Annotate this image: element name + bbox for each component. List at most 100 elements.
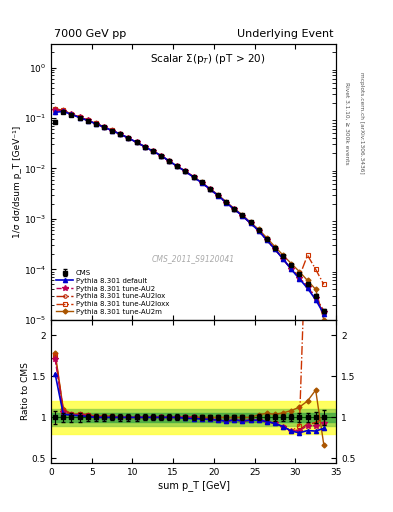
Pythia 8.301 tune-AU2lox bbox=[313, 294, 318, 300]
Pythia 8.301 tune-AU2lox bbox=[175, 163, 180, 169]
Pythia 8.301 tune-AU2m bbox=[216, 191, 220, 198]
Pythia 8.301 default bbox=[248, 220, 253, 226]
Pythia 8.301 tune-AU2 bbox=[167, 158, 171, 164]
Pythia 8.301 tune-AU2m bbox=[69, 111, 74, 117]
Pythia 8.301 tune-AU2lox bbox=[321, 308, 326, 314]
Pythia 8.301 tune-AU2m bbox=[134, 139, 139, 145]
Pythia 8.301 tune-AU2lox bbox=[142, 143, 147, 150]
Pythia 8.301 tune-AU2m bbox=[61, 107, 66, 113]
Text: Scalar $\Sigma$(p$_T$) (pT > 20): Scalar $\Sigma$(p$_T$) (pT > 20) bbox=[150, 52, 266, 66]
Pythia 8.301 tune-AU2loxx bbox=[297, 273, 302, 280]
Pythia 8.301 tune-AU2loxx bbox=[208, 186, 212, 192]
Pythia 8.301 tune-AU2loxx bbox=[53, 106, 57, 112]
Pythia 8.301 tune-AU2 bbox=[199, 180, 204, 186]
Pythia 8.301 tune-AU2 bbox=[53, 107, 57, 113]
Line: Pythia 8.301 default: Pythia 8.301 default bbox=[53, 110, 326, 316]
Pythia 8.301 tune-AU2lox bbox=[126, 135, 131, 141]
Pythia 8.301 tune-AU2m bbox=[126, 135, 131, 141]
Pythia 8.301 default bbox=[216, 193, 220, 199]
Text: CMS_2011_S9120041: CMS_2011_S9120041 bbox=[152, 254, 235, 264]
Pythia 8.301 tune-AU2m bbox=[191, 174, 196, 180]
Pythia 8.301 tune-AU2lox bbox=[248, 220, 253, 226]
Pythia 8.301 tune-AU2loxx bbox=[175, 163, 180, 169]
Pythia 8.301 tune-AU2m bbox=[110, 127, 114, 134]
Pythia 8.301 tune-AU2m bbox=[199, 179, 204, 185]
Pythia 8.301 tune-AU2 bbox=[256, 228, 261, 234]
X-axis label: sum p_T [GeV]: sum p_T [GeV] bbox=[158, 480, 230, 491]
Pythia 8.301 tune-AU2lox bbox=[61, 108, 66, 114]
Pythia 8.301 tune-AU2 bbox=[159, 153, 163, 159]
Pythia 8.301 default bbox=[134, 139, 139, 145]
Pythia 8.301 tune-AU2lox bbox=[102, 124, 107, 130]
Pythia 8.301 tune-AU2 bbox=[248, 220, 253, 226]
Pythia 8.301 tune-AU2m bbox=[142, 143, 147, 150]
Pythia 8.301 default bbox=[313, 296, 318, 303]
Pythia 8.301 tune-AU2loxx bbox=[191, 174, 196, 180]
Pythia 8.301 tune-AU2 bbox=[77, 114, 82, 120]
Pythia 8.301 tune-AU2loxx bbox=[321, 282, 326, 288]
Pythia 8.301 tune-AU2m bbox=[264, 235, 269, 241]
Pythia 8.301 default bbox=[191, 174, 196, 180]
Pythia 8.301 tune-AU2 bbox=[289, 266, 294, 272]
Pythia 8.301 default bbox=[118, 131, 123, 137]
Pythia 8.301 tune-AU2 bbox=[110, 127, 114, 134]
Pythia 8.301 default bbox=[142, 143, 147, 150]
Pythia 8.301 tune-AU2m bbox=[167, 158, 171, 164]
Pythia 8.301 default bbox=[85, 117, 90, 123]
Pythia 8.301 tune-AU2lox bbox=[232, 206, 237, 212]
Text: 7000 GeV pp: 7000 GeV pp bbox=[54, 29, 126, 39]
Pythia 8.301 tune-AU2lox bbox=[191, 174, 196, 180]
Pythia 8.301 tune-AU2m bbox=[281, 252, 285, 259]
Pythia 8.301 tune-AU2lox bbox=[110, 127, 114, 134]
Pythia 8.301 default bbox=[281, 256, 285, 262]
Pythia 8.301 tune-AU2 bbox=[232, 206, 237, 212]
Pythia 8.301 tune-AU2lox bbox=[134, 139, 139, 145]
Pythia 8.301 tune-AU2lox bbox=[224, 200, 228, 206]
Pythia 8.301 tune-AU2lox bbox=[256, 228, 261, 234]
Pythia 8.301 tune-AU2m bbox=[85, 117, 90, 123]
Line: Pythia 8.301 tune-AU2loxx: Pythia 8.301 tune-AU2loxx bbox=[53, 107, 326, 287]
Pythia 8.301 tune-AU2 bbox=[216, 193, 220, 199]
Pythia 8.301 tune-AU2 bbox=[126, 135, 131, 141]
Pythia 8.301 tune-AU2loxx bbox=[77, 114, 82, 120]
Pythia 8.301 tune-AU2loxx bbox=[85, 117, 90, 123]
Pythia 8.301 tune-AU2m bbox=[305, 278, 310, 284]
Pythia 8.301 default bbox=[321, 311, 326, 317]
Pythia 8.301 tune-AU2loxx bbox=[256, 228, 261, 234]
Legend: CMS, Pythia 8.301 default, Pythia 8.301 tune-AU2, Pythia 8.301 tune-AU2lox, Pyth: CMS, Pythia 8.301 default, Pythia 8.301 … bbox=[55, 269, 171, 316]
Pythia 8.301 default bbox=[289, 266, 294, 272]
Pythia 8.301 tune-AU2loxx bbox=[281, 256, 285, 262]
Pythia 8.301 default bbox=[167, 158, 171, 164]
Pythia 8.301 tune-AU2loxx bbox=[69, 111, 74, 117]
Text: mcplots.cern.ch [arXiv:1306.3436]: mcplots.cern.ch [arXiv:1306.3436] bbox=[359, 72, 364, 174]
Pythia 8.301 tune-AU2m bbox=[118, 131, 123, 137]
Pythia 8.301 tune-AU2loxx bbox=[118, 131, 123, 137]
Pythia 8.301 tune-AU2lox bbox=[183, 168, 188, 174]
Pythia 8.301 tune-AU2loxx bbox=[313, 266, 318, 272]
Pythia 8.301 tune-AU2loxx bbox=[289, 266, 294, 272]
Pythia 8.301 tune-AU2m bbox=[289, 261, 294, 267]
Pythia 8.301 tune-AU2m bbox=[313, 286, 318, 292]
Pythia 8.301 tune-AU2lox bbox=[240, 213, 245, 219]
Pythia 8.301 tune-AU2 bbox=[191, 174, 196, 180]
Pythia 8.301 default bbox=[126, 135, 131, 141]
Pythia 8.301 tune-AU2lox bbox=[208, 186, 212, 192]
Pythia 8.301 tune-AU2loxx bbox=[110, 127, 114, 134]
Pythia 8.301 tune-AU2 bbox=[175, 163, 180, 169]
Pythia 8.301 tune-AU2loxx bbox=[248, 220, 253, 226]
Pythia 8.301 tune-AU2loxx bbox=[183, 168, 188, 174]
Pythia 8.301 tune-AU2m bbox=[159, 153, 163, 159]
Pythia 8.301 default bbox=[199, 180, 204, 186]
Pythia 8.301 tune-AU2lox bbox=[53, 106, 57, 113]
Pythia 8.301 default bbox=[183, 168, 188, 175]
Pythia 8.301 tune-AU2m bbox=[297, 268, 302, 274]
Pythia 8.301 tune-AU2lox bbox=[289, 266, 294, 272]
Pythia 8.301 tune-AU2m bbox=[232, 205, 237, 211]
Pythia 8.301 tune-AU2m bbox=[183, 168, 188, 174]
Pythia 8.301 tune-AU2 bbox=[281, 256, 285, 262]
Pythia 8.301 tune-AU2loxx bbox=[151, 148, 155, 154]
Pythia 8.301 default bbox=[61, 109, 66, 115]
Pythia 8.301 tune-AU2loxx bbox=[159, 153, 163, 159]
Pythia 8.301 tune-AU2lox bbox=[85, 117, 90, 123]
Pythia 8.301 tune-AU2m bbox=[256, 226, 261, 232]
